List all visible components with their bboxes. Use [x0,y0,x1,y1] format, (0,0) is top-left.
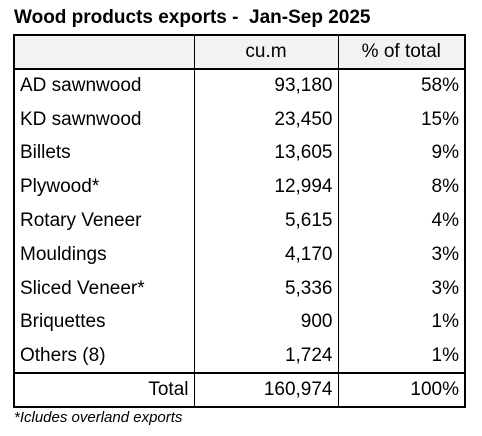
product-share: 1% [431,344,459,366]
table-footer: Total 160,974 100% [14,372,465,408]
table-row: Plywood* 12,994 8% [14,170,465,205]
table-row: KD sawnwood 23,450 15% [14,102,465,137]
product-volume: 13,605 [194,136,339,171]
product-share: 9% [431,142,459,164]
product-name: Briquettes [14,305,195,340]
product-volume: 23,450 [194,102,339,137]
product-share: 3% [431,243,459,265]
product-share: 15% [420,108,459,130]
product-share: 58% [420,75,459,97]
product-name: KD sawnwood [14,102,195,137]
total-row: Total 160,974 100% [14,372,465,408]
product-name: Sliced Veneer* [14,271,195,306]
product-share: 1% [431,311,459,333]
total-label: Total [14,372,195,408]
table-body: AD sawnwood 93,180 58% KD sawnwood 23,45… [14,69,465,374]
page-title: Wood products exports - Jan-Sep 2025 [14,7,371,28]
table-row: Rotary Veneer 5,615 4% [14,204,465,238]
header-volume: cu.m [194,35,339,70]
exports-table: cu.m % of total AD sawnwood 93,180 58% K… [13,34,466,409]
header-row: cu.m % of total [14,35,465,70]
table-row: AD sawnwood 93,180 58% [14,69,465,103]
product-volume: 4,170 [194,237,339,272]
product-share: 8% [431,176,459,198]
table-row: Briquettes 900 1% [14,305,465,340]
product-name: Rotary Veneer [14,204,195,238]
product-name: Others (8) [14,339,195,374]
table-header: cu.m % of total [14,35,465,70]
total-share: 100% [338,372,465,408]
product-share: 4% [431,210,459,232]
header-share: % of total [338,35,465,70]
product-volume: 93,180 [194,69,339,103]
product-name: Billets [14,136,195,171]
product-share: 3% [431,277,459,299]
total-volume: 160,974 [194,372,339,408]
footnote: *Icludes overland exports [14,409,183,426]
header-product [14,35,195,70]
product-volume: 5,336 [194,271,339,306]
product-volume: 5,615 [194,204,339,238]
table-row: Mouldings 4,170 3% [14,237,465,272]
product-volume: 900 [194,305,339,340]
table-row: Sliced Veneer* 5,336 3% [14,271,465,306]
table-row: Billets 13,605 9% [14,136,465,171]
product-volume: 12,994 [194,170,339,205]
product-name: Mouldings [14,237,195,272]
product-name: Plywood* [14,170,195,205]
product-name: AD sawnwood [14,69,195,103]
table-row: Others (8) 1,724 1% [14,339,465,374]
product-volume: 1,724 [194,339,339,374]
